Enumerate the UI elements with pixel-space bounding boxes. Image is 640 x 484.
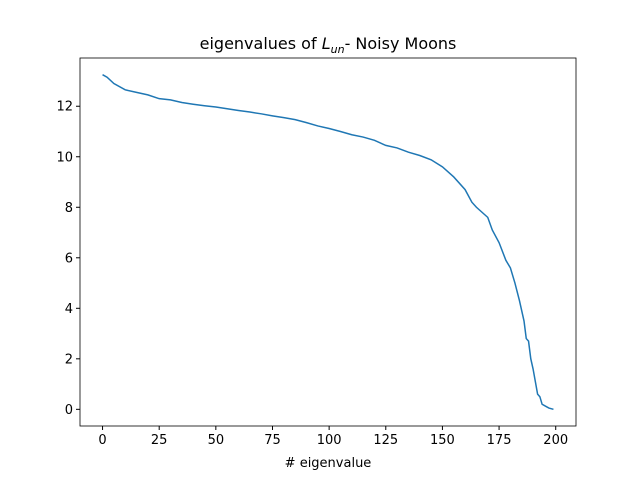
x-tick-label: 25	[151, 433, 168, 448]
x-tick-label: 50	[208, 433, 225, 448]
y-tick-label: 12	[56, 100, 73, 115]
plot-frame	[79, 57, 577, 427]
y-tick-label: 0	[65, 403, 73, 418]
x-tick-label: 150	[430, 433, 455, 448]
x-axis-label: # eigenvalue	[285, 456, 372, 471]
line	[102, 74, 554, 411]
x-tick-label: 200	[543, 433, 568, 448]
y-tick-label: 6	[65, 251, 73, 266]
x-tick-label: 125	[373, 433, 398, 448]
title-part: un	[331, 43, 345, 56]
y-tick-label: 10	[56, 150, 73, 165]
title-part: - Noisy Moons	[345, 34, 457, 53]
y-tick-label: 2	[65, 352, 73, 367]
x-tick-label: 100	[317, 433, 342, 448]
x-tick-label: 175	[487, 433, 512, 448]
y-tick-label: 4	[65, 302, 73, 317]
x-tick-label: 75	[264, 433, 281, 448]
title-part: eigenvalues of	[200, 34, 322, 53]
y-tick-label: 8	[65, 201, 73, 216]
chart-title: eigenvalues of Lun- Noisy Moons	[200, 34, 457, 56]
title-part: L	[322, 34, 331, 53]
x-tick-label: 0	[98, 433, 106, 448]
